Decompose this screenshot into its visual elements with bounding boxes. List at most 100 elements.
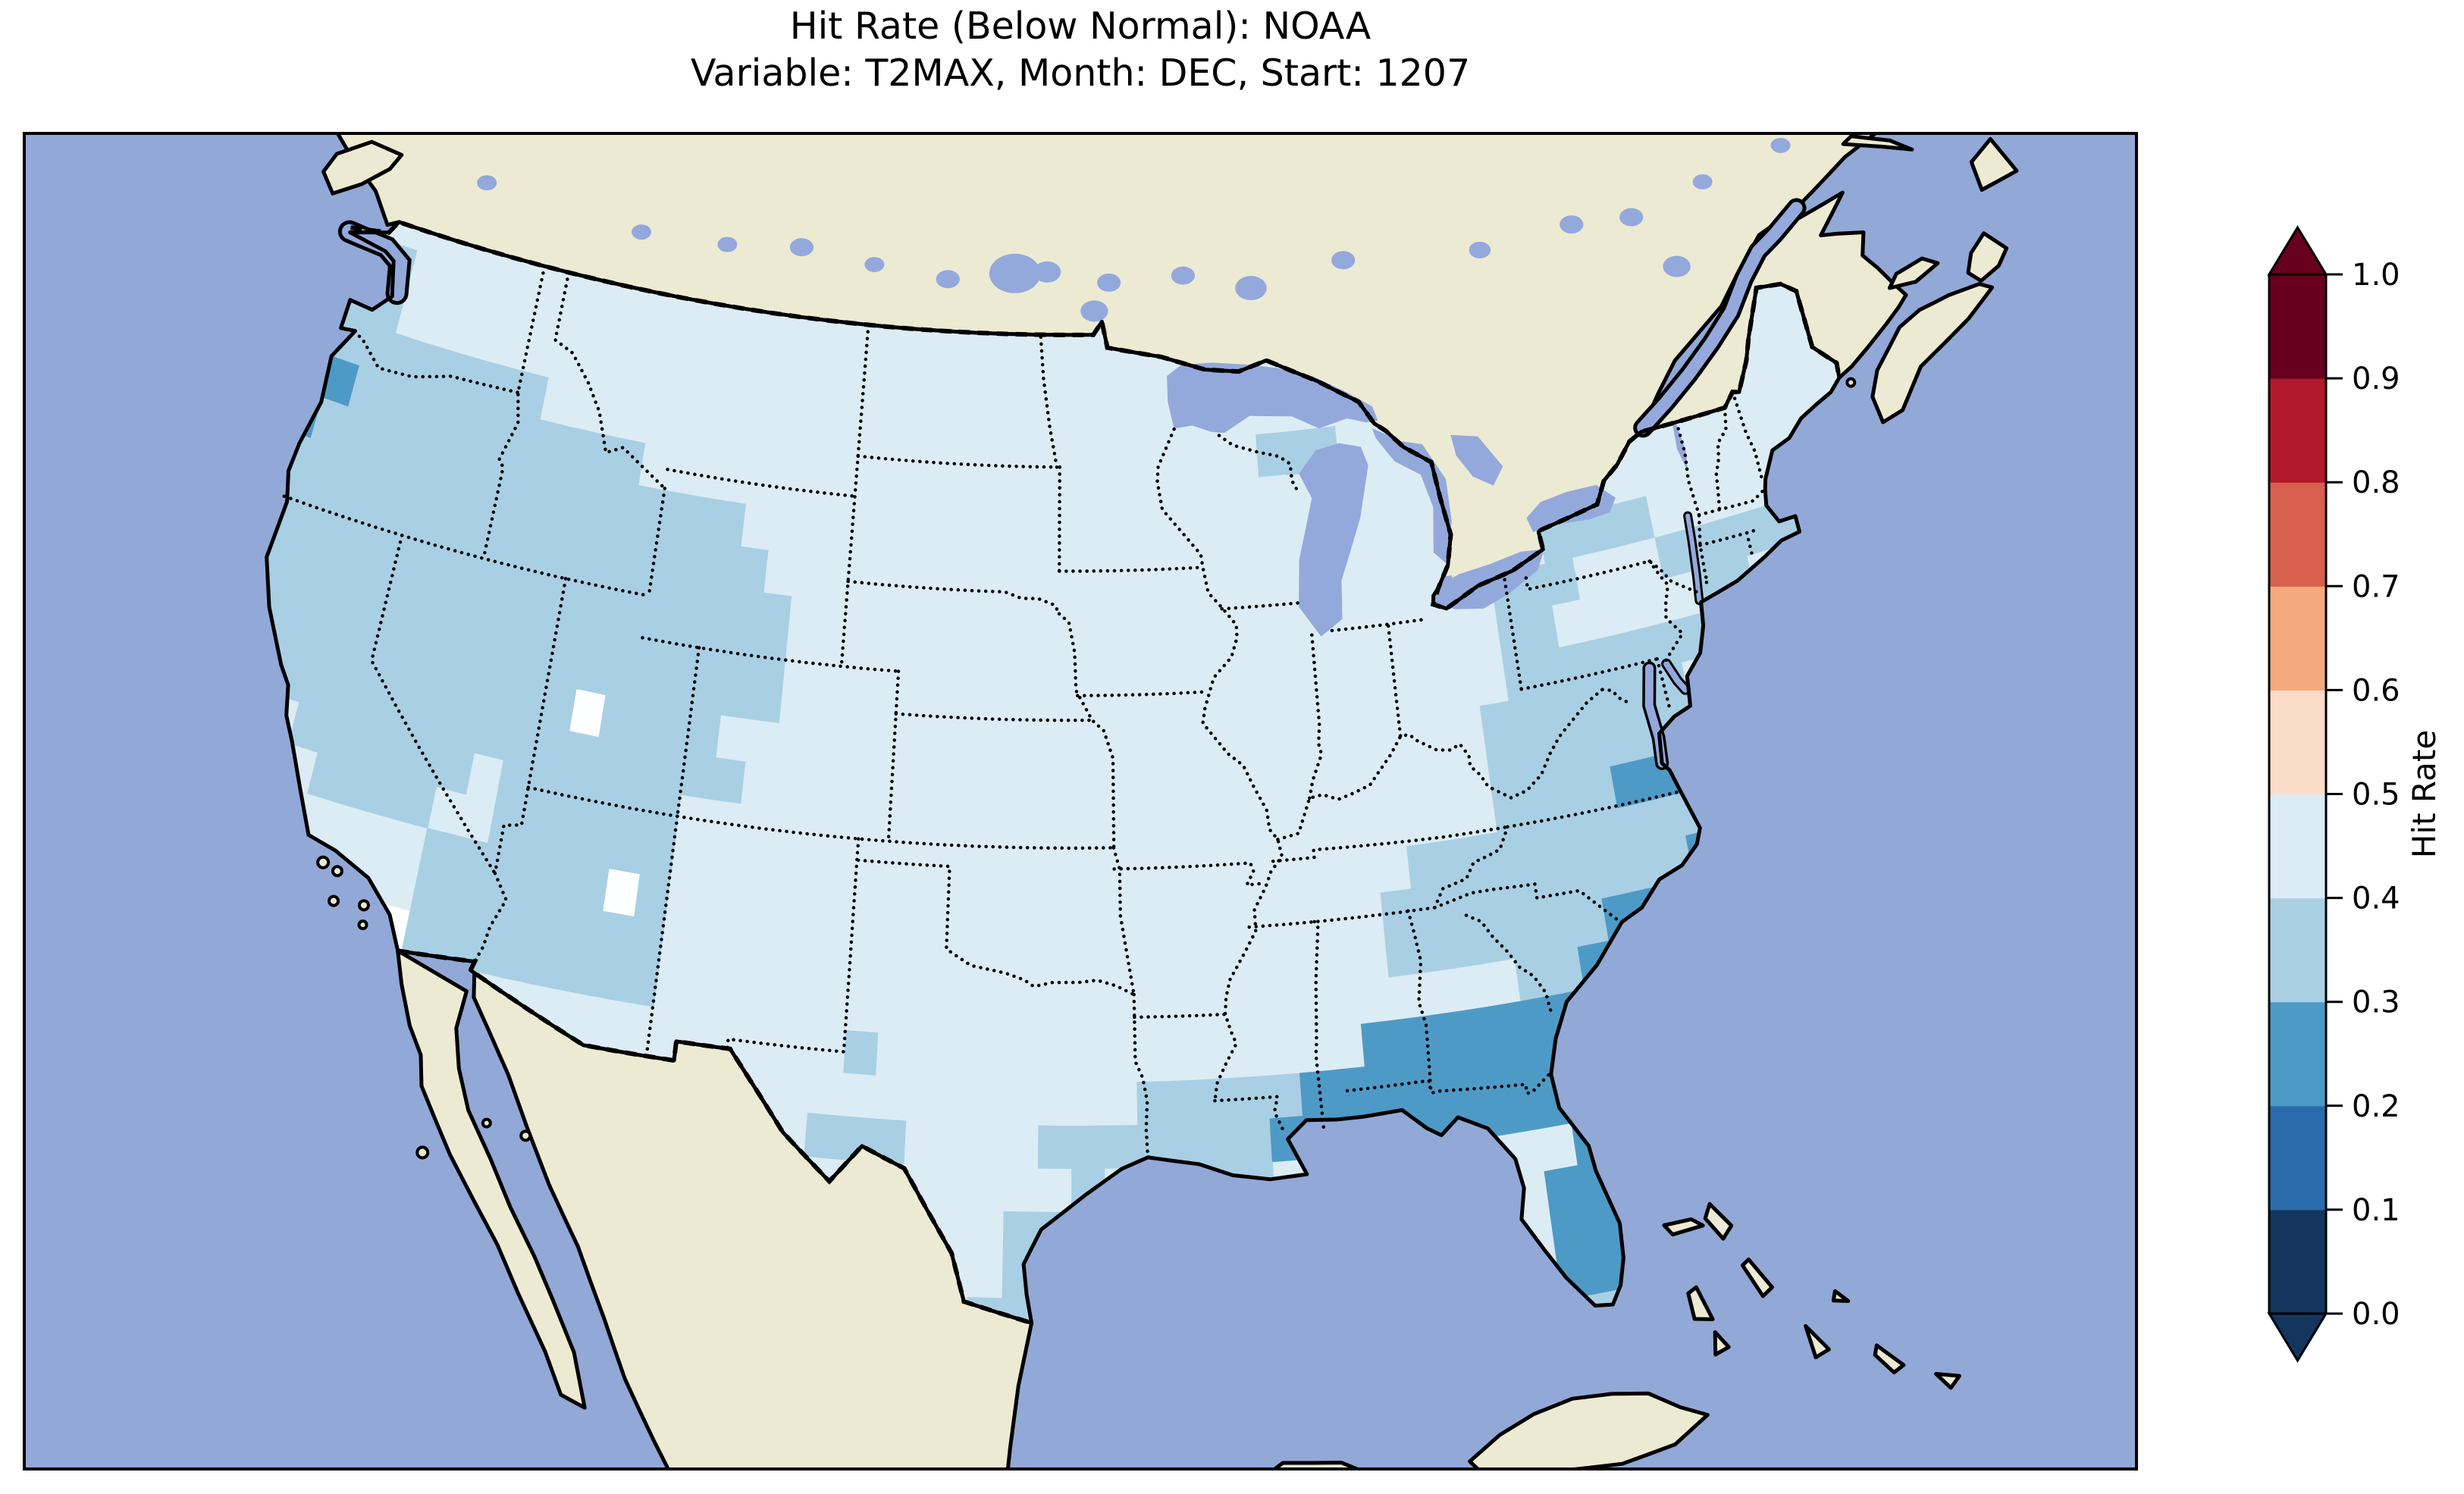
grid-cell [1374,546,1408,594]
grid-cell [1315,853,1351,900]
canada-lake [1619,208,1644,227]
grid-cell [615,785,653,833]
grid-cell [770,765,806,813]
small-island [415,1145,430,1160]
grid-cell [686,710,723,759]
waterway [1637,202,1803,434]
grid-cell [1328,1023,1365,1071]
grid-cell [1334,723,1369,770]
grid-cell [685,969,724,1017]
grid-cell [1071,484,1100,529]
grid-cell [982,739,1014,785]
grid-cell [1375,846,1412,894]
lake-superior [1167,362,1378,434]
grid-cell [1299,1070,1337,1117]
grid-cell [1520,994,1560,1045]
state-border [1132,992,1150,1160]
figure-title: Hit Rate (Below Normal): NOAA Variable: … [23,3,2138,97]
grid-cell [1180,524,1211,569]
grid-cell [1071,1082,1105,1127]
grid-cell [1071,1039,1105,1084]
colorbar-segment-0.3-0.4 [2269,897,2326,1003]
grid-cell [914,907,948,953]
grid-cell [861,389,892,436]
state-border [1675,420,1711,588]
grid-cell [1267,1073,1304,1120]
state-border [526,785,1116,850]
canada-lake [1770,137,1791,153]
grid-cell [1451,963,1490,1013]
grid-cell [889,348,920,395]
grid-cell [1305,726,1340,773]
grid-cell [1102,868,1134,913]
canada-lake [1469,241,1491,258]
grid-cell [1096,355,1124,400]
colorbar-tick-label: 0.2 [2352,1089,2400,1124]
state-border [1647,559,1685,664]
grid-cell [1151,482,1181,528]
colorbar-segment-0.9-1.0 [2269,274,2326,379]
grid-cell [691,669,727,716]
colorbar-segment-0.8-0.9 [2269,378,2326,483]
grid-cell [1100,740,1132,785]
grid-cell [1411,626,1447,675]
colorbar-tick-label: 0.8 [2352,465,2400,500]
small-island [316,855,331,869]
grid-cell [969,1167,1005,1213]
grid-cell [654,963,692,1013]
grid-cell [823,857,859,904]
grid-cell [1231,477,1262,523]
grid-cell [936,1165,972,1211]
grid-cell [808,684,842,731]
grid-cell [864,732,897,778]
grid-cell [876,1032,911,1079]
grid-cell [913,393,943,440]
grid-cell [908,1035,944,1081]
grid-cell [1102,910,1135,955]
grid-cell [986,612,1017,656]
grid-cell [1128,654,1159,699]
grid-cell [1152,525,1183,571]
grid-cell [912,949,947,995]
grid-cell [1276,729,1310,776]
grid-cell [716,715,751,763]
grid-cell [1258,475,1290,521]
grid-cell [1165,951,1199,997]
grid-cell [720,672,756,721]
grid-cell [1236,1118,1273,1165]
newfoundland [1969,136,2019,192]
grid-cell [1331,681,1365,728]
grid-cell [1183,609,1215,654]
colorbar-tick-label: 0.7 [2352,569,2400,604]
grid-cell [1156,653,1188,698]
grid-cell [854,475,886,521]
grid-cell [880,947,916,994]
grid-cell [1195,907,1229,953]
state-border [1506,789,1682,829]
grid-cell [804,726,839,773]
grid-cell [1038,1082,1073,1127]
grid-cell [861,775,895,821]
grid-cell [978,867,1011,912]
grid-cell [1230,990,1265,1036]
grid-cell [745,1019,783,1068]
grid-cell [1018,398,1046,443]
grid-cell [935,481,965,527]
grid-cell [741,761,776,809]
map-title-line1: Hit Rate (Below Normal): NOAA [789,5,1372,48]
grid-cell [1420,969,1458,1017]
grid-cell [1071,528,1100,572]
bahamas-island [1934,1372,1961,1390]
grid-cell [1150,440,1180,485]
grid-cell [992,397,1020,443]
grid-cell [1071,570,1101,615]
grid-cell [1098,527,1127,572]
state-border [1433,825,1509,910]
grid-cell [1246,732,1281,778]
grid-cell [1290,941,1327,988]
grid-cell [664,879,702,928]
grid-cell [779,681,813,728]
grid-cell [955,653,987,698]
grid-cell [1104,1082,1139,1126]
state-border [1276,732,1494,841]
